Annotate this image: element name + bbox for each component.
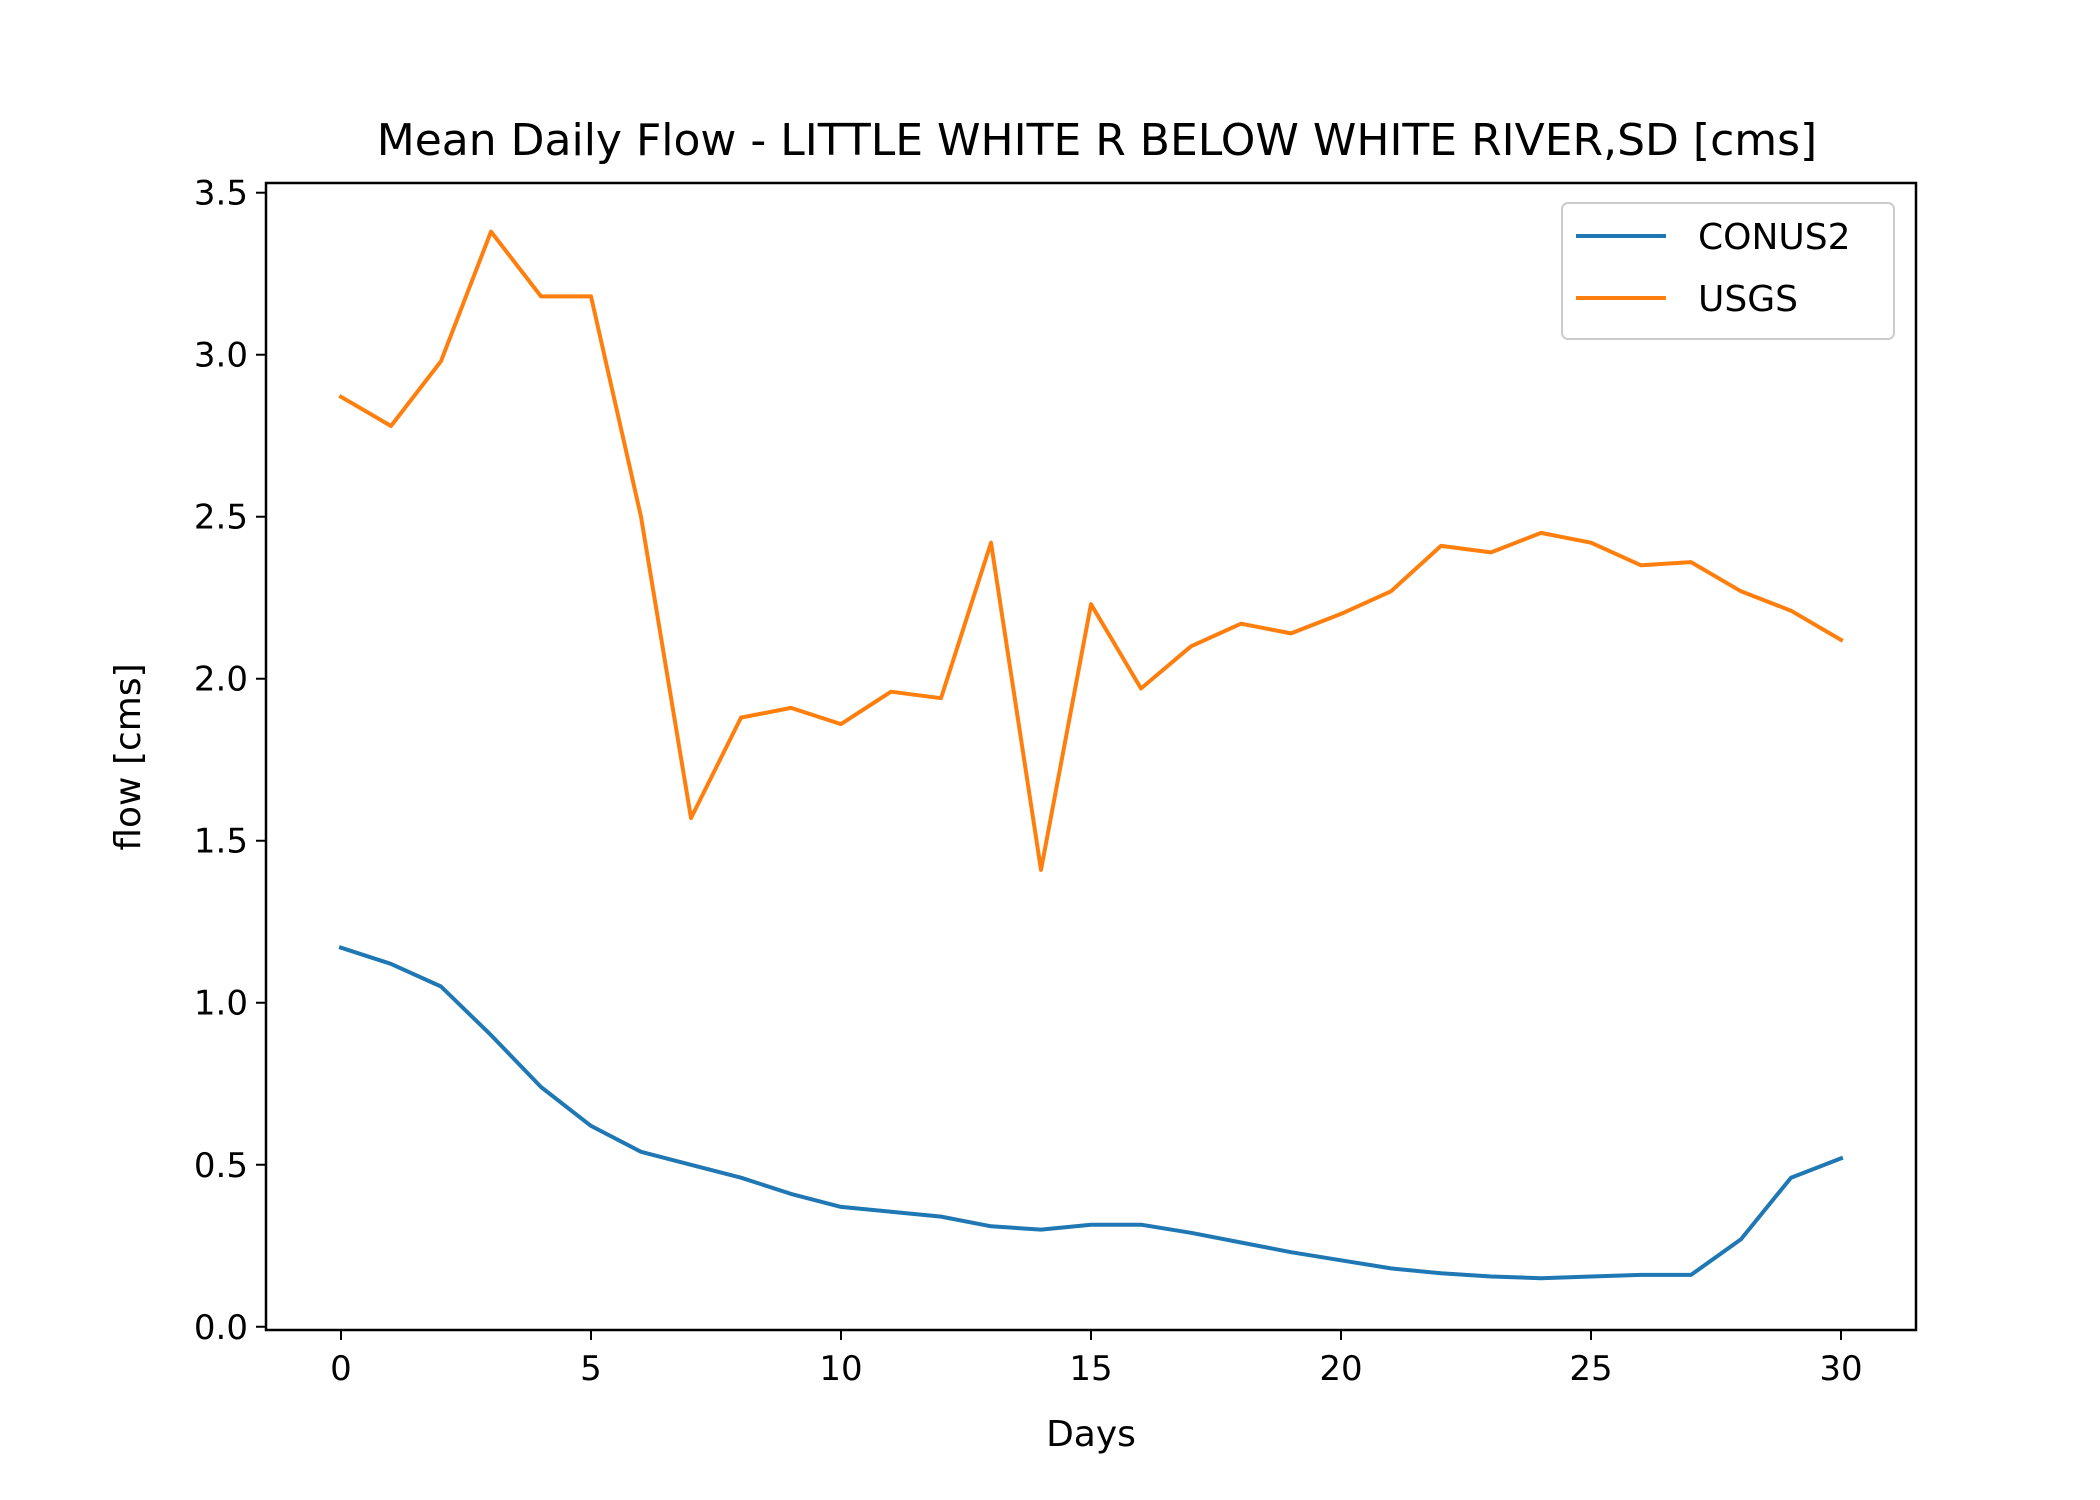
- x-tick-label: 0: [330, 1349, 352, 1389]
- y-tick-label: 2.0: [194, 660, 248, 700]
- y-axis: 0.0 0.5 1.0 1.5 2.0 2.5 3.0 3.5: [194, 174, 266, 1348]
- y-tick-label: 1.0: [194, 984, 248, 1024]
- y-tick-label: 3.0: [194, 336, 248, 376]
- x-tick-label: 15: [1069, 1349, 1112, 1389]
- x-tick-label: 20: [1319, 1349, 1362, 1389]
- legend: CONUS2 USGS: [1561, 202, 1895, 340]
- y-tick-label: 0.5: [194, 1146, 248, 1186]
- x-tick-label: 10: [819, 1349, 862, 1389]
- x-axis: 0 5 10 15 20 25 30: [330, 1330, 1863, 1389]
- y-tick-label: 0.0: [194, 1308, 248, 1348]
- series-line-conus2: [338, 945, 1844, 1281]
- x-tick-label: 5: [580, 1349, 602, 1389]
- series-layer: [338, 229, 1844, 1281]
- chart-title: Mean Daily Flow - LITTLE WHITE R BELOW W…: [377, 115, 1817, 166]
- x-tick-label: 30: [1819, 1349, 1862, 1389]
- y-tick-label: 3.5: [194, 174, 248, 214]
- x-tick-label: 25: [1569, 1349, 1612, 1389]
- legend-label-usgs: USGS: [1698, 279, 1798, 320]
- y-tick-label: 1.5: [194, 822, 248, 862]
- y-axis-label: flow [cms]: [108, 663, 149, 850]
- x-axis-label: Days: [1046, 1414, 1136, 1455]
- legend-label-conus2: CONUS2: [1698, 217, 1851, 258]
- y-tick-label: 2.5: [194, 498, 248, 538]
- series-line-usgs: [338, 229, 1844, 872]
